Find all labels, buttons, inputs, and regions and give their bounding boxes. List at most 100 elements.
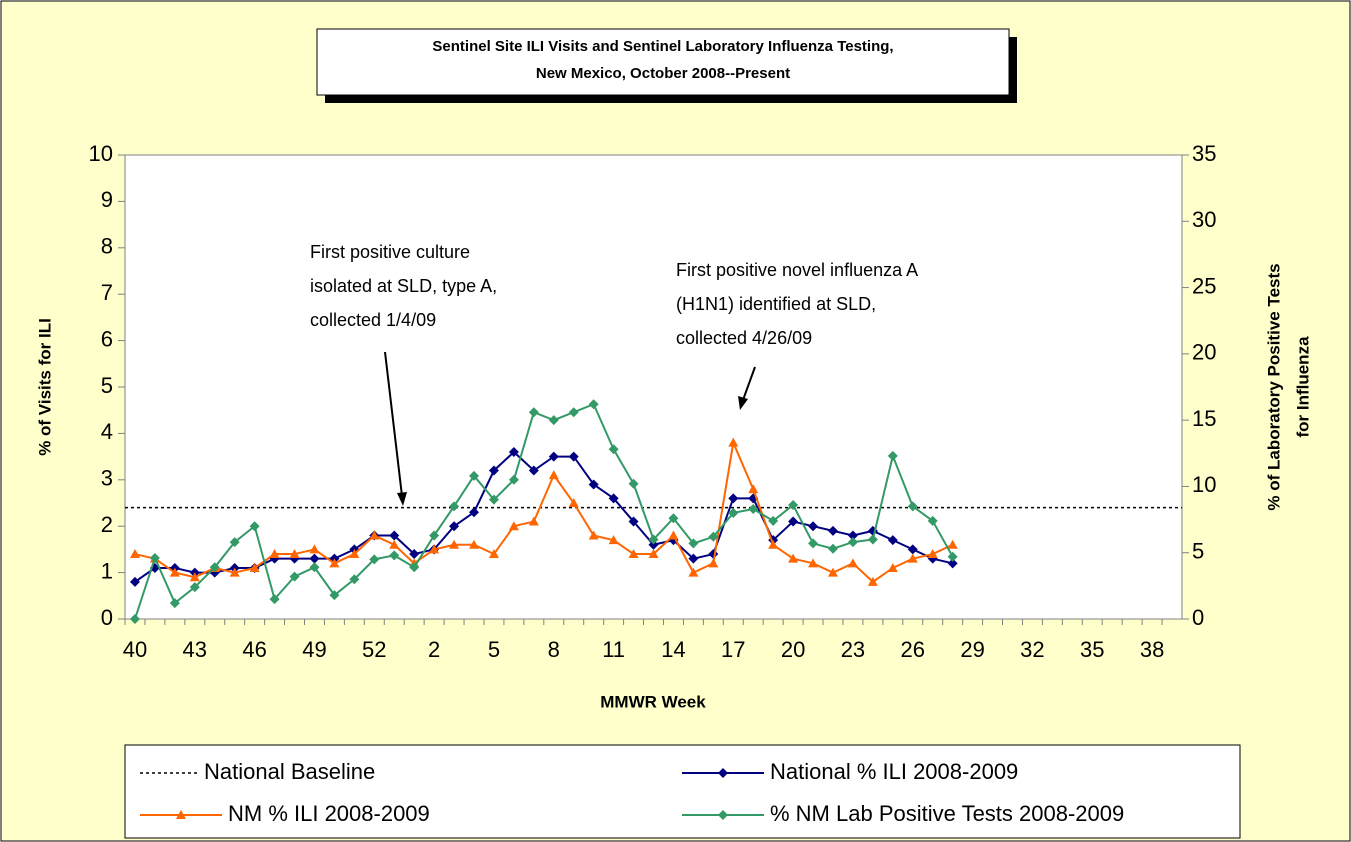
y2-tick-label: 5 [1192, 539, 1204, 564]
data-point [309, 562, 320, 573]
data-point [628, 516, 639, 527]
x-tick-label: 20 [781, 637, 805, 662]
data-point [907, 553, 918, 563]
legend-label: % NM Lab Positive Tests 2008-2009 [770, 801, 1124, 826]
data-point [648, 539, 659, 550]
data-point [389, 550, 400, 561]
data-point [508, 521, 519, 531]
legend-label: National % ILI 2008-2009 [770, 759, 1018, 784]
data-point [429, 544, 440, 554]
data-point [548, 470, 559, 480]
data-point [847, 558, 858, 568]
data-point [548, 415, 559, 426]
data-point [947, 558, 958, 569]
x-tick-label: 5 [488, 637, 500, 662]
data-point [927, 549, 938, 559]
x-tick-label: 26 [901, 637, 925, 662]
x-tick-label: 38 [1140, 637, 1164, 662]
data-point [249, 521, 260, 532]
chart-title: New Mexico, October 2008--Present [536, 65, 790, 82]
data-point [349, 549, 360, 559]
data-point [289, 571, 300, 582]
x-tick-label: 2 [428, 637, 440, 662]
y2-tick-label: 20 [1192, 340, 1216, 365]
y2-tick-label: 0 [1192, 605, 1204, 630]
data-point [648, 549, 659, 559]
data-point [947, 539, 958, 549]
data-point [827, 543, 838, 554]
annotation: First positive novel influenza A [676, 260, 918, 280]
data-point [548, 451, 559, 462]
y-tick-label: 8 [101, 234, 113, 259]
data-point [748, 484, 759, 494]
data-point [528, 516, 539, 526]
data-point [389, 539, 400, 549]
data-point [907, 501, 918, 512]
data-point [568, 407, 579, 418]
title-box [316, 28, 1010, 96]
x-tick-label: 43 [183, 637, 207, 662]
data-point [688, 567, 699, 577]
y-tick-label: 4 [101, 419, 113, 444]
data-point [628, 549, 639, 559]
y2-tick-label: 10 [1192, 472, 1216, 497]
data-point [309, 544, 320, 554]
y2-tick-label: 15 [1192, 406, 1216, 431]
data-point [668, 513, 679, 524]
y-tick-label: 5 [101, 373, 113, 398]
data-point [608, 444, 619, 455]
data-point [269, 549, 280, 559]
legend-marker [718, 810, 728, 820]
data-point [329, 558, 340, 568]
x-tick-label: 17 [721, 637, 745, 662]
data-point [488, 549, 499, 559]
annotation-arrow [742, 366, 756, 401]
data-point [708, 531, 719, 542]
annotation: isolated at SLD, type A, [310, 276, 497, 296]
legend-marker [176, 810, 186, 819]
legend-label: NM % ILI 2008-2009 [228, 801, 430, 826]
data-point [768, 539, 779, 549]
data-point [568, 451, 579, 462]
annotation: collected 4/26/09 [676, 328, 812, 348]
x-tick-label: 52 [362, 637, 386, 662]
annotation-arrow-head [397, 492, 407, 506]
data-point [688, 538, 699, 549]
y-tick-label: 1 [101, 558, 113, 583]
data-point [847, 537, 858, 548]
data-point [249, 562, 260, 572]
chart-title: Sentinel Site ILI Visits and Sentinel La… [432, 38, 893, 55]
y2-tick-label: 35 [1192, 141, 1216, 166]
data-point [449, 501, 460, 512]
annotation: collected 1/4/09 [310, 310, 436, 330]
data-point [449, 521, 460, 532]
data-point [588, 479, 599, 490]
y-tick-label: 2 [101, 512, 113, 537]
data-point [488, 494, 499, 505]
data-point [887, 535, 898, 546]
data-point [808, 538, 819, 549]
y2-tick-label: 25 [1192, 273, 1216, 298]
data-point [169, 567, 180, 577]
y-tick-label: 10 [89, 141, 113, 166]
data-point [847, 530, 858, 541]
data-point [409, 562, 420, 573]
data-point [508, 474, 519, 485]
data-point [628, 478, 639, 489]
data-point [728, 493, 739, 504]
y-tick-label: 0 [101, 605, 113, 630]
y2-axis-title: for Influenza [1293, 336, 1312, 438]
data-point [409, 549, 420, 560]
data-point [469, 539, 480, 549]
x-tick-label: 14 [661, 637, 685, 662]
data-point [867, 534, 878, 545]
y-tick-label: 9 [101, 187, 113, 212]
data-point [608, 535, 619, 545]
data-point [289, 549, 300, 559]
data-point [449, 539, 460, 549]
legend-label: National Baseline [204, 759, 375, 784]
x-tick-label: 32 [1020, 637, 1044, 662]
x-tick-label: 35 [1080, 637, 1104, 662]
data-point [189, 572, 200, 582]
